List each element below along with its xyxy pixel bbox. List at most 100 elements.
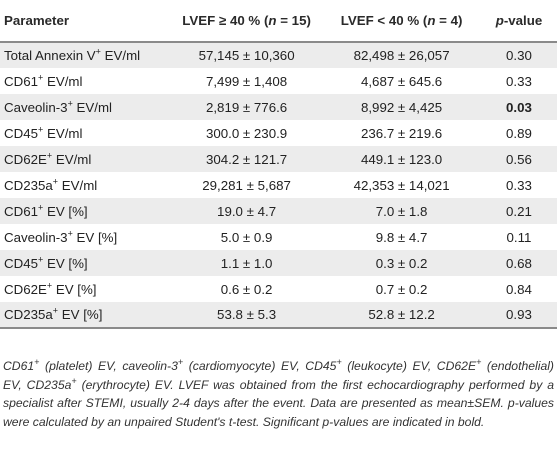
parameter-name: CD62E [4,281,47,297]
footnote-marker-sup: + [336,356,342,367]
row-lvef-low: 236.7 ± 219.6 [360,125,443,141]
parameter-name: Caveolin-3 [4,229,68,245]
row-pvalue: 0.93 [480,302,557,329]
row-lvef-high: 2,819 ± 776.6 [205,99,288,115]
row-parameter: CD45+ EV/ml [0,120,171,146]
row-parameter: CD235a+ EV [%] [0,302,171,329]
row-lvef-high: 57,145 ± 10,360 [198,48,295,63]
parameter-name: Caveolin-3 [4,99,68,115]
row-lvef-low: 9.8 ± 4.7 [375,229,428,245]
row-lvef-high: 0.6 ± 0.2 [220,281,273,297]
row-lvef-high: 29,281 ± 5,687 [202,177,291,193]
row-parameter: CD62E+ EV/ml [0,146,171,172]
footnote-marker-sup: + [34,356,40,367]
row-parameter: CD61+ EV [%] [0,198,171,224]
parameter-name: CD61 [4,203,38,219]
parameter-name: CD62E [4,151,47,167]
n-symbol: n [268,13,277,28]
row-lvef-low: 0.7 ± 0.2 [375,281,428,297]
row-lvef-high: 19.0 ± 4.7 [217,203,277,219]
row-pvalue: 0.11 [506,229,532,245]
n-symbol: n [427,13,436,28]
row-parameter: Caveolin-3+ EV/ml [0,94,171,120]
table-row: Total Annexin V+ EV/ml 57,145 ± 10,360 82,… [0,42,557,68]
footnote-marker-sup: + [177,356,184,367]
data-table: Parameter LVEF ≥ 40 % (n = 15) LVEF < 40… [0,0,557,329]
parameter-sup: + [46,150,53,161]
table-row: Caveolin-3+ EV/ml 2,819 ± 776.6 8,992 ± 4,… [0,94,557,120]
parameter-unit: EV/ml [58,177,98,193]
row-parameter: CD61+ EV/ml [0,68,171,94]
row-parameter: CD45+ EV [%] [0,250,171,276]
parameter-unit: EV [%] [72,229,118,245]
row-lvef-high: 5.0 ± 0.9 [220,229,273,245]
table-row: CD45+ EV/ml 300.0 ± 230.9 236.7 ± 219.6 0.8… [0,120,557,146]
parameter-name: Total Annexin V [4,48,96,63]
parameter-sup: + [67,228,73,239]
row-lvef-low: 42,353 ± 14,021 [353,177,450,193]
row-pvalue: 0.33 [506,177,532,193]
row-lvef-low: 7.0 ± 1.8 [375,203,428,219]
table-row: CD61+ EV/ml 7,499 ± 1,408 4,687 ± 645.6 0.3… [0,68,557,94]
footnote-marker-desc: (erythrocyte) EV. [76,377,174,392]
parameter-sup: + [38,202,44,213]
row-pvalue: 0.03 [506,99,532,115]
row-pvalue: 0.89 [506,125,532,141]
footnote-marker-sup: + [71,375,77,386]
table-row: CD235a+ EV [%] 53.8 ± 5.3 52.8 ± 12.2 0.93 [0,302,557,329]
row-lvef-high: 304.2 ± 121.7 [205,151,288,167]
row-lvef-low: 8,992 ± 4,425 [360,99,443,115]
footnote-marker-name: caveolin-3 [122,359,178,373]
parameter-name: CD45 [4,125,38,141]
row-lvef-low: 4,687 ± 645.6 [360,73,443,89]
header-parameter: Parameter [0,0,171,43]
parameter-sup: + [95,46,101,57]
footnote-marker-name: CD45 [305,359,337,373]
row-parameter: CD235a+ EV/ml [0,172,171,198]
row-pvalue: 0.56 [506,151,532,167]
parameter-unit: EV [%] [43,255,88,271]
footnote-marker-name: CD235a [26,377,72,392]
row-pvalue: 0.68 [506,255,532,271]
parameter-sup: + [46,280,53,291]
row-pvalue: 0.30 [506,48,532,63]
table-row: CD62E+ EV [%] 0.6 ± 0.2 0.7 ± 0.2 0.84 [0,276,557,302]
table-row: CD235a+ EV/ml 29,281 ± 5,687 42,353 ± 14,0… [0,172,557,198]
table-body: Total Annexin V+ EV/ml 57,145 ± 10,360 82,… [0,42,557,329]
row-lvef-high: 53.8 ± 5.3 [170,302,323,329]
parameter-unit: EV/ml [52,151,92,167]
footnote-marker-desc: (platelet) EV, [39,359,123,373]
parameter-sup: + [52,305,59,316]
parameter-name: CD235a [4,307,53,322]
parameter-name: CD61 [4,73,38,89]
footnote-marker-desc: (leukocyte) EV, [341,359,437,373]
table-header-row: Parameter LVEF ≥ 40 % (n = 15) LVEF < 40… [0,0,557,43]
parameter-sup: + [38,124,44,135]
parameter-sup: + [52,176,59,187]
row-lvef-low: 449.1 ± 123.0 [360,151,443,167]
row-lvef-high: 7,499 ± 1,408 [205,73,288,89]
parameter-unit: EV [%] [52,281,97,297]
header-lvef-low: LVEF < 40 % (n = 4) [322,0,481,43]
parameter-unit: EV/ml [43,73,83,89]
parameter-unit: EV/ml [43,125,83,141]
row-parameter: CD62E+ EV [%] [0,276,171,302]
parameter-sup: + [38,72,44,83]
header-lvef-high: LVEF ≥ 40 % (n = 15) [170,0,323,43]
table-row: CD45+ EV [%] 1.1 ± 1.0 0.3 ± 0.2 0.68 [0,250,557,276]
parameter-unit: EV [%] [58,307,103,322]
parameter-name: CD45 [4,255,38,271]
row-pvalue: 0.84 [506,281,532,297]
row-lvef-low: 82,498 ± 26,057 [353,48,450,63]
table-row: Caveolin-3+ EV [%] 5.0 ± 0.9 9.8 ± 4.7 0.11 [0,224,557,250]
row-parameter: Caveolin-3+ EV [%] [0,224,171,250]
table-row: CD61+ EV [%] 19.0 ± 4.7 7.0 ± 1.8 0.21 [0,198,557,224]
parameter-sup: + [38,254,44,265]
parameter-unit: EV [%] [43,203,88,219]
footnote-marker-sup: + [476,356,482,367]
parameter-name: CD235a [4,177,53,193]
footnote-text: LVEF was obtained from the first echocar… [3,377,554,429]
footnote-marker-name: CD61 [3,359,35,373]
table-row: CD62E+ EV/ml 304.2 ± 121.7 449.1 ± 123.0 0.… [0,146,557,172]
footnote-marker-name: CD62E [436,359,477,373]
